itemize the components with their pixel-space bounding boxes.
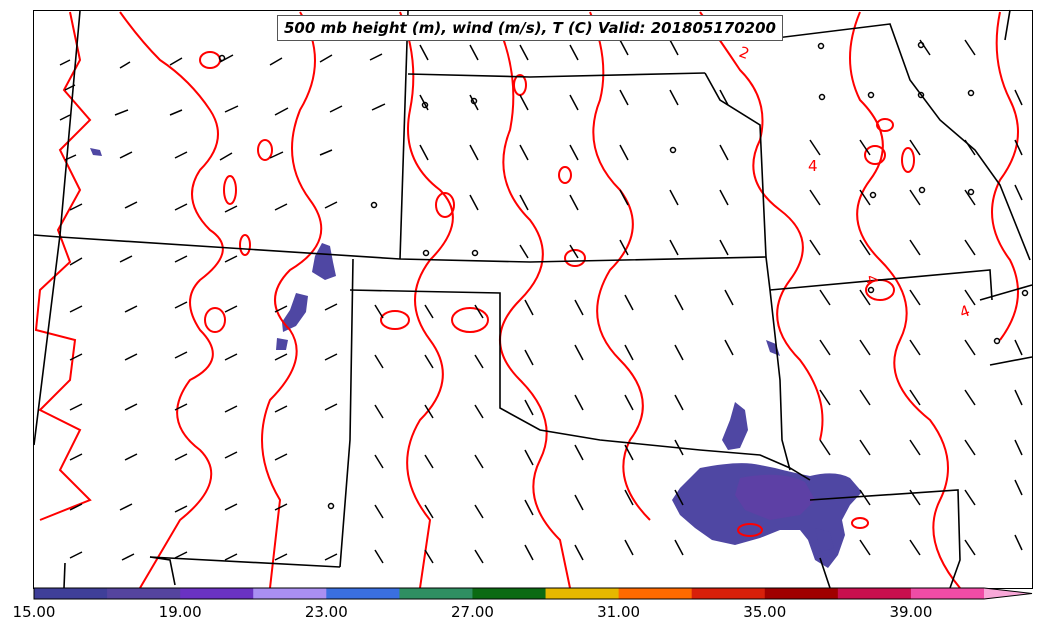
wind-barbs: [59, 39, 1023, 564]
temperature-contours: [34, 11, 1019, 589]
shade-region-nm2: [282, 293, 308, 332]
colorbar-segment: [399, 588, 473, 599]
colorbar-segment: [180, 588, 254, 599]
shade-region-small4: [815, 528, 834, 552]
contour-label: 4: [862, 274, 881, 287]
colorbar-segment: [472, 588, 547, 599]
map-title: 500 mb height (m), wind (m/s), T (C) Val…: [277, 15, 783, 41]
colorbar-tick-label: 39.00: [889, 603, 933, 621]
colorbar-segment: [34, 588, 108, 599]
calm-wind-markers: [218, 41, 1029, 510]
shade-region-se-tail: [722, 402, 748, 450]
shade-core: [735, 474, 815, 520]
colorbar-segment: [691, 588, 766, 599]
colorbar-segment: [253, 588, 327, 599]
shade-region-small2: [90, 148, 102, 156]
colorbar-tick-label: 15.00: [12, 603, 56, 621]
colorbar-tick-label: 27.00: [450, 603, 494, 621]
shade-region-small1: [276, 338, 288, 350]
colorbar-tick-label: 31.00: [597, 603, 641, 621]
colorbar-segment: [837, 588, 912, 599]
state-borders: [33, 9, 1033, 589]
colorbar-outline: [33, 587, 1033, 600]
colorbar-extend-arrow: [984, 588, 1032, 599]
colorbar: [33, 587, 1033, 600]
colorbar-segment: [618, 588, 693, 599]
colorbar-tick-label: 23.00: [304, 603, 348, 621]
colorbar-segment: [326, 588, 400, 599]
colorbar-segment: [910, 588, 985, 599]
colorbar-tick-label: 19.00: [158, 603, 202, 621]
colorbar-segment: [107, 588, 181, 599]
colorbar-tick-label: 35.00: [743, 603, 787, 621]
shade-region-nm: [312, 243, 336, 280]
colorbar-segment: [764, 588, 839, 599]
colorbar-segment: [545, 588, 620, 599]
contour-label: 4: [808, 157, 818, 175]
